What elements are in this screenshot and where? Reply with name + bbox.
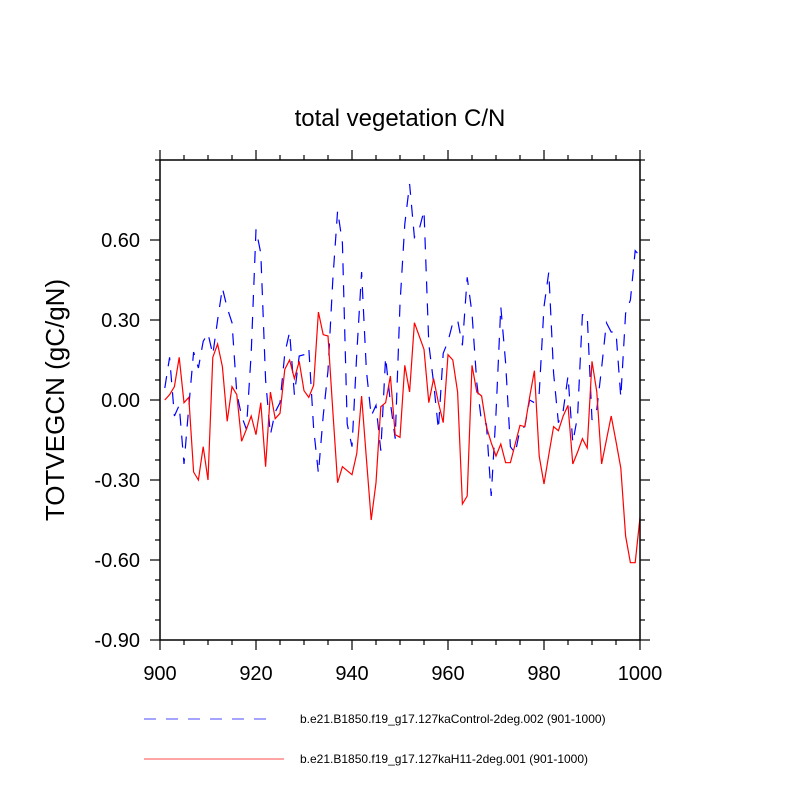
axis-ticks: 900 920 940 960 980 1000 -0.90 -0.60 -0.30 0.00 0.… [94, 150, 662, 685]
y-tick-label: -0.30 [94, 470, 140, 492]
x-tick-label: 1000 [618, 663, 663, 685]
legend-label-h11: b.e21.B1850.f19_g17.127kaH11-2deg.001 (9… [300, 752, 588, 766]
chart-title: total vegetation C/N [295, 105, 506, 132]
y-tick-label: 0.30 [101, 310, 140, 332]
plot-frame [160, 160, 640, 640]
series-group [165, 184, 640, 563]
x-tick-label: 940 [335, 663, 368, 685]
series-line-0 [165, 184, 640, 496]
y-tick-label: 0.60 [101, 230, 140, 252]
legend: b.e21.B1850.f19_g17.127kaControl-2deg.00… [144, 712, 606, 766]
x-tick-label: 960 [431, 663, 464, 685]
legend-label-control: b.e21.B1850.f19_g17.127kaControl-2deg.00… [300, 712, 606, 726]
series-line-1 [165, 312, 640, 563]
y-tick-label: -0.60 [94, 550, 140, 572]
x-tick-label: 900 [143, 663, 176, 685]
y-tick-label: 0.00 [101, 390, 140, 412]
x-tick-label: 920 [239, 663, 272, 685]
y-tick-label: -0.90 [94, 630, 140, 652]
y-axis-label: TOTVEGCN (gC/gN) [40, 279, 70, 521]
x-tick-label: 980 [527, 663, 560, 685]
